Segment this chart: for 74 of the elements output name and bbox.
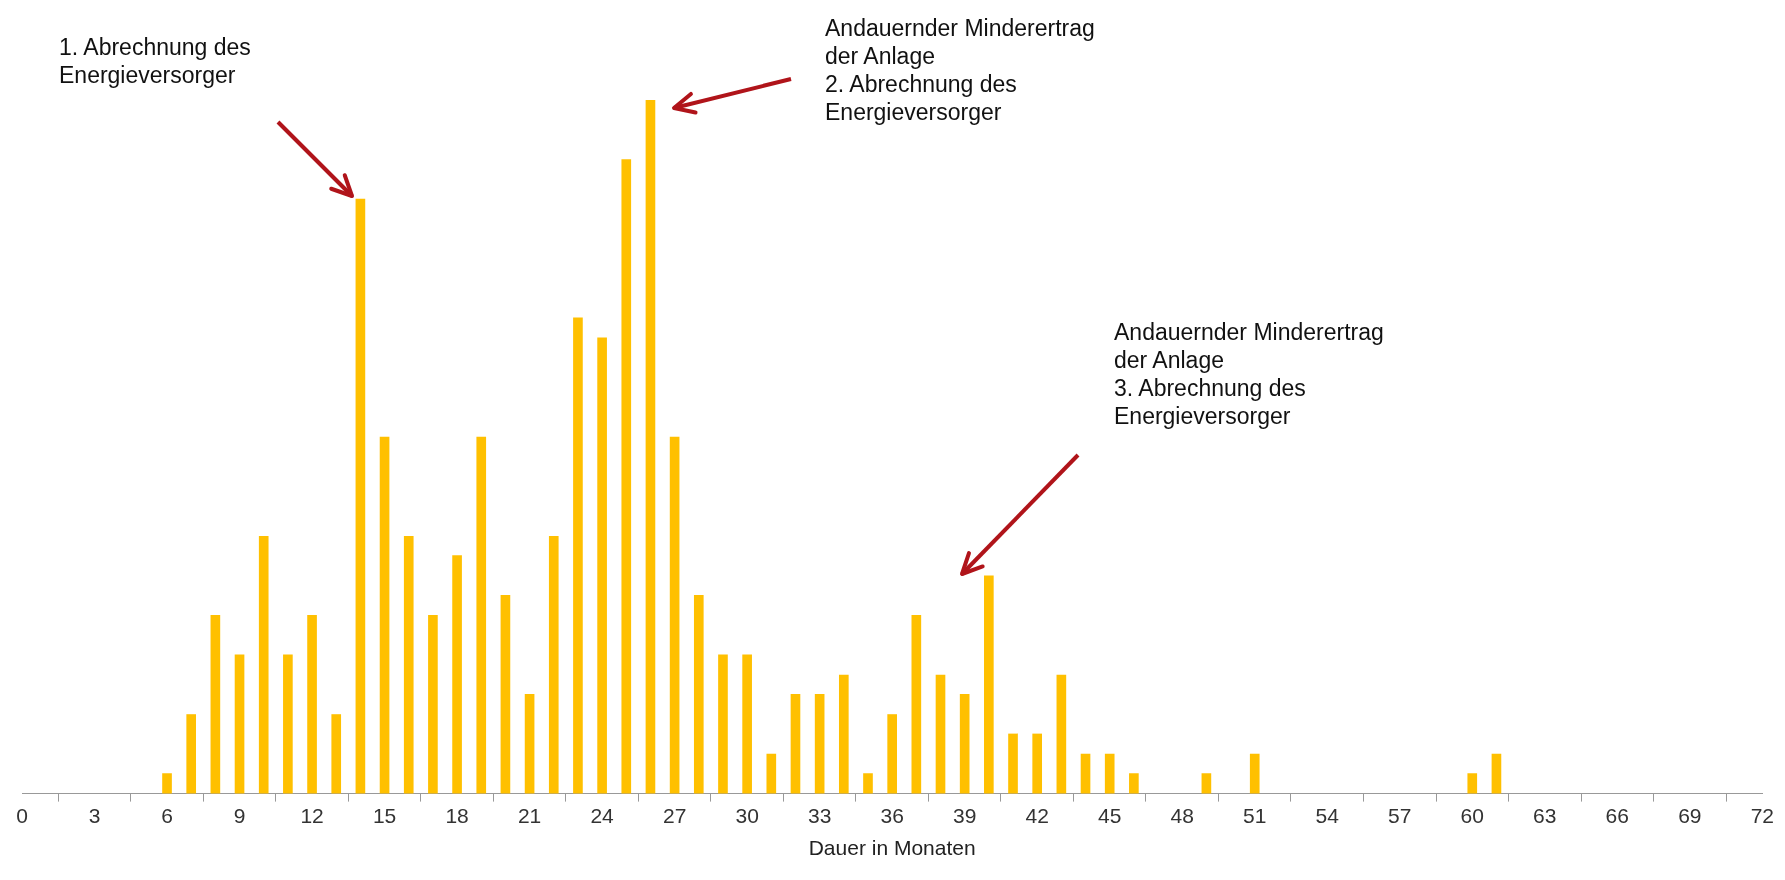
x-tick-label: 3 (88, 804, 101, 827)
bar (379, 436, 390, 794)
bar (911, 615, 922, 794)
bar (403, 535, 414, 794)
bar (1104, 753, 1115, 794)
bar (790, 694, 801, 794)
bar (597, 337, 607, 794)
x-tick-label: 15 (372, 804, 397, 827)
bar (355, 198, 366, 794)
x-tick-label: 66 (1605, 804, 1629, 827)
bar (258, 535, 269, 794)
x-tick-label: 12 (300, 804, 324, 827)
x-tick-label: 45 (1098, 804, 1122, 827)
bar (428, 615, 438, 794)
x-tick-label: 72 (1750, 804, 1774, 827)
bar (718, 654, 728, 794)
bar (573, 317, 583, 794)
bar (307, 615, 317, 794)
bar (1201, 773, 1212, 794)
bar (766, 753, 777, 794)
bar (234, 654, 245, 794)
bar (621, 159, 632, 794)
x-tick-label: 39 (952, 804, 977, 827)
x-tick-label: 63 (1533, 804, 1557, 827)
bar (1249, 753, 1260, 794)
bar (1491, 753, 1502, 794)
bar (476, 436, 487, 794)
annotation: Andauernder Minderertrag der Anlage 2. Abrechnung des Energieversorger (825, 14, 1095, 126)
bar (959, 694, 970, 794)
bar (935, 674, 946, 794)
bar (645, 100, 656, 794)
x-tick-label: 24 (590, 804, 615, 827)
x-tick-label: 69 (1678, 804, 1702, 827)
bar (669, 436, 680, 794)
x-tick-label: 21 (517, 804, 542, 827)
bar (524, 694, 535, 794)
x-tick-label: 42 (1025, 804, 1049, 827)
bar (838, 674, 849, 794)
x-tick-label: 60 (1460, 804, 1484, 827)
text: 1. Abrechnung des Energieversorger (59, 33, 251, 89)
x-axis-title: Dauer in Monaten (808, 836, 976, 860)
bar (1129, 773, 1139, 794)
bar (283, 654, 293, 794)
bar (984, 575, 994, 794)
bar (1467, 773, 1478, 794)
bar (186, 714, 197, 794)
bar (1056, 674, 1067, 794)
bar (548, 535, 559, 794)
annotation: Andauernder Minderertrag der Anlage 3. Abrechnung des Energieversorger (1114, 318, 1384, 430)
x-tick-label: 51 (1243, 804, 1267, 827)
x-tick-label: 0 (16, 804, 28, 827)
x-tick-label: 57 (1388, 804, 1412, 827)
bar (210, 615, 221, 794)
bar (742, 654, 752, 794)
bar (500, 594, 511, 794)
bar (863, 773, 873, 794)
bar (1032, 733, 1043, 794)
bar (693, 594, 704, 794)
x-tick-label: 54 (1315, 804, 1340, 827)
x-tick-label: 18 (445, 804, 469, 827)
x-tick-label: 27 (662, 804, 687, 827)
x-tick-label: 9 (233, 804, 246, 827)
bar (331, 714, 342, 794)
x-tick-label: 30 (735, 804, 759, 827)
x-tick-label: 33 (807, 804, 832, 827)
bar (452, 555, 462, 794)
bar (1008, 733, 1018, 794)
bar (162, 773, 172, 794)
bar (887, 714, 897, 794)
x-tick-label: 36 (880, 804, 904, 827)
x-tick-label: 6 (161, 804, 173, 827)
x-tick-label: 48 (1170, 804, 1194, 827)
bar (814, 694, 825, 794)
bar (1080, 753, 1091, 794)
